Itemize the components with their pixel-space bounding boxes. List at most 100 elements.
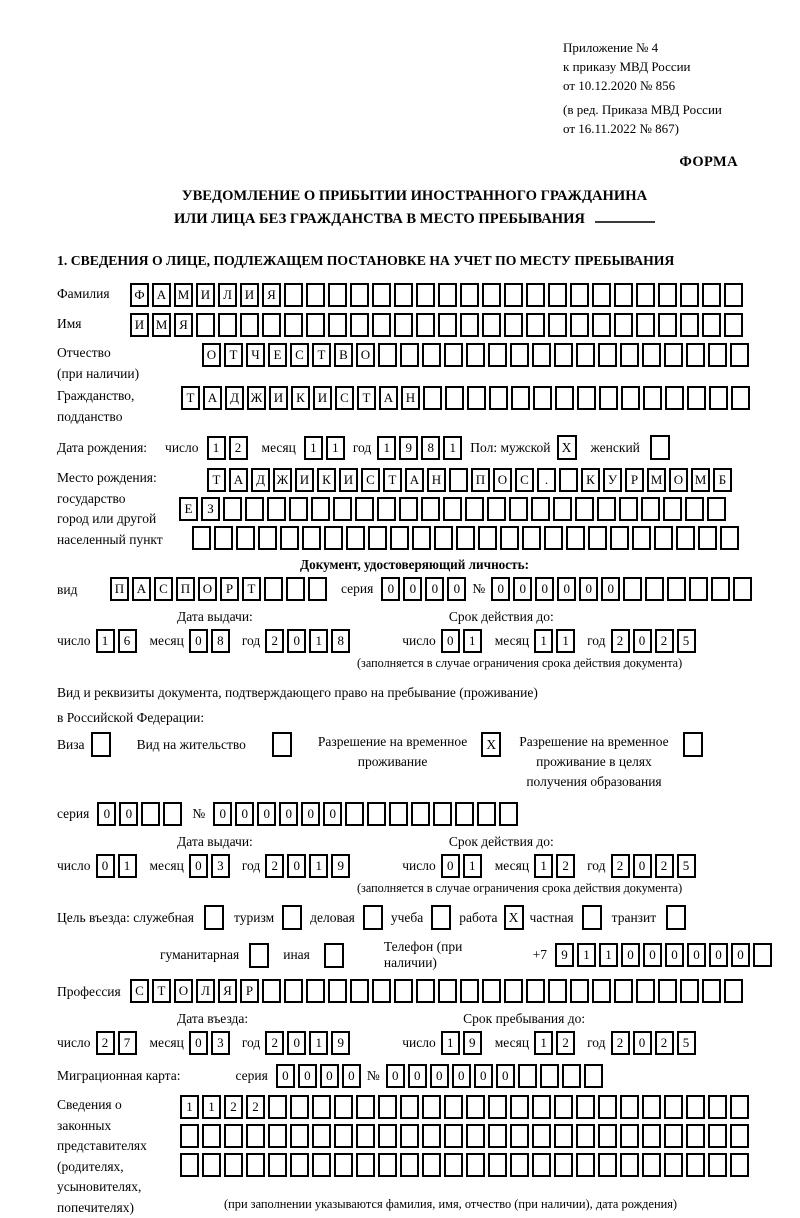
char-cell[interactable]	[350, 283, 369, 307]
char-cell[interactable]	[592, 283, 611, 307]
char-cell[interactable]	[598, 1095, 617, 1119]
char-cell[interactable]: Ж	[247, 386, 266, 410]
char-cell[interactable]: К	[291, 386, 310, 410]
char-cell[interactable]: 1	[180, 1095, 199, 1119]
char-cell[interactable]	[599, 386, 618, 410]
char-cell[interactable]: 0	[287, 629, 306, 653]
char-cell[interactable]	[466, 1124, 485, 1148]
char-cell[interactable]: 0	[189, 629, 208, 653]
char-cell[interactable]	[246, 1124, 265, 1148]
char-cell[interactable]: 0	[276, 1064, 295, 1088]
char-cell[interactable]	[377, 497, 396, 521]
char-cell[interactable]: 1	[309, 1031, 328, 1055]
char-cell[interactable]: А	[132, 577, 151, 601]
char-cell[interactable]	[614, 313, 633, 337]
char-cell[interactable]	[372, 283, 391, 307]
char-cell[interactable]	[308, 577, 327, 601]
char-cell[interactable]	[619, 497, 638, 521]
char-cell[interactable]: А	[405, 468, 424, 492]
char-cell[interactable]	[312, 1124, 331, 1148]
char-cell[interactable]: 0	[386, 1064, 405, 1088]
char-cell[interactable]: И	[295, 468, 314, 492]
char-cell[interactable]	[214, 526, 233, 550]
char-cell[interactable]	[689, 577, 708, 601]
char-cell[interactable]	[504, 283, 523, 307]
char-cell[interactable]	[202, 1153, 221, 1177]
char-cell[interactable]	[350, 313, 369, 337]
char-cell[interactable]	[224, 1153, 243, 1177]
char-cell[interactable]: С	[130, 979, 149, 1003]
char-cell[interactable]: 9	[399, 436, 418, 460]
char-cell[interactable]	[372, 979, 391, 1003]
char-cell[interactable]	[533, 386, 552, 410]
char-cell[interactable]	[223, 497, 242, 521]
char-cell[interactable]: 0	[452, 1064, 471, 1088]
char-cell[interactable]	[356, 1153, 375, 1177]
char-cell[interactable]: 1	[599, 943, 618, 967]
char-cell[interactable]	[548, 313, 567, 337]
char-cell[interactable]: 0	[491, 577, 510, 601]
char-cell[interactable]	[350, 979, 369, 1003]
char-cell[interactable]: Т	[152, 979, 171, 1003]
char-cell[interactable]	[460, 979, 479, 1003]
char-cell[interactable]	[687, 386, 706, 410]
char-cell[interactable]	[510, 1153, 529, 1177]
char-cell[interactable]: О	[356, 343, 375, 367]
char-cell[interactable]	[664, 1153, 683, 1177]
char-cell[interactable]	[449, 468, 468, 492]
char-cell[interactable]	[658, 979, 677, 1003]
char-cell[interactable]: 2	[265, 854, 284, 878]
char-cell[interactable]: Т	[207, 468, 226, 492]
char-cell[interactable]: 5	[677, 1031, 696, 1055]
char-cell[interactable]	[614, 283, 633, 307]
char-cell[interactable]	[378, 1124, 397, 1148]
char-cell[interactable]: 5	[677, 854, 696, 878]
char-cell[interactable]	[192, 526, 211, 550]
char-cell[interactable]	[676, 526, 695, 550]
char-cell[interactable]	[224, 1124, 243, 1148]
char-cell[interactable]	[526, 979, 545, 1003]
char-cell[interactable]	[268, 1124, 287, 1148]
char-cell[interactable]	[328, 979, 347, 1003]
char-cell[interactable]: К	[581, 468, 600, 492]
char-cell[interactable]	[306, 313, 325, 337]
char-cell[interactable]	[686, 1095, 705, 1119]
visa-checkbox[interactable]	[91, 732, 111, 757]
char-cell[interactable]: 1	[534, 854, 553, 878]
char-cell[interactable]: 0	[535, 577, 554, 601]
char-cell[interactable]: 2	[224, 1095, 243, 1119]
char-cell[interactable]	[367, 802, 386, 826]
purpose-work-checkbox[interactable]: X	[504, 905, 524, 930]
char-cell[interactable]	[526, 313, 545, 337]
char-cell[interactable]	[686, 1153, 705, 1177]
char-cell[interactable]: Е	[179, 497, 198, 521]
char-cell[interactable]: 2	[655, 854, 674, 878]
char-cell[interactable]: 1	[463, 854, 482, 878]
char-cell[interactable]: 1	[118, 854, 137, 878]
char-cell[interactable]: И	[130, 313, 149, 337]
char-cell[interactable]	[400, 1095, 419, 1119]
char-cell[interactable]: 0	[601, 577, 620, 601]
char-cell[interactable]: 5	[677, 629, 696, 653]
char-cell[interactable]	[411, 802, 430, 826]
char-cell[interactable]: 0	[633, 854, 652, 878]
char-cell[interactable]: О	[493, 468, 512, 492]
char-cell[interactable]: Е	[268, 343, 287, 367]
char-cell[interactable]	[438, 283, 457, 307]
char-cell[interactable]	[488, 1153, 507, 1177]
char-cell[interactable]	[562, 1064, 581, 1088]
char-cell[interactable]	[482, 979, 501, 1003]
char-cell[interactable]	[636, 313, 655, 337]
char-cell[interactable]	[444, 1153, 463, 1177]
char-cell[interactable]	[477, 802, 496, 826]
char-cell[interactable]: У	[603, 468, 622, 492]
char-cell[interactable]	[482, 283, 501, 307]
char-cell[interactable]: О	[198, 577, 217, 601]
char-cell[interactable]: 1	[377, 436, 396, 460]
char-cell[interactable]: Ф	[130, 283, 149, 307]
char-cell[interactable]	[642, 1124, 661, 1148]
gender-female-checkbox[interactable]	[650, 435, 670, 460]
char-cell[interactable]	[268, 1095, 287, 1119]
char-cell[interactable]: 1	[326, 436, 345, 460]
char-cell[interactable]	[236, 526, 255, 550]
